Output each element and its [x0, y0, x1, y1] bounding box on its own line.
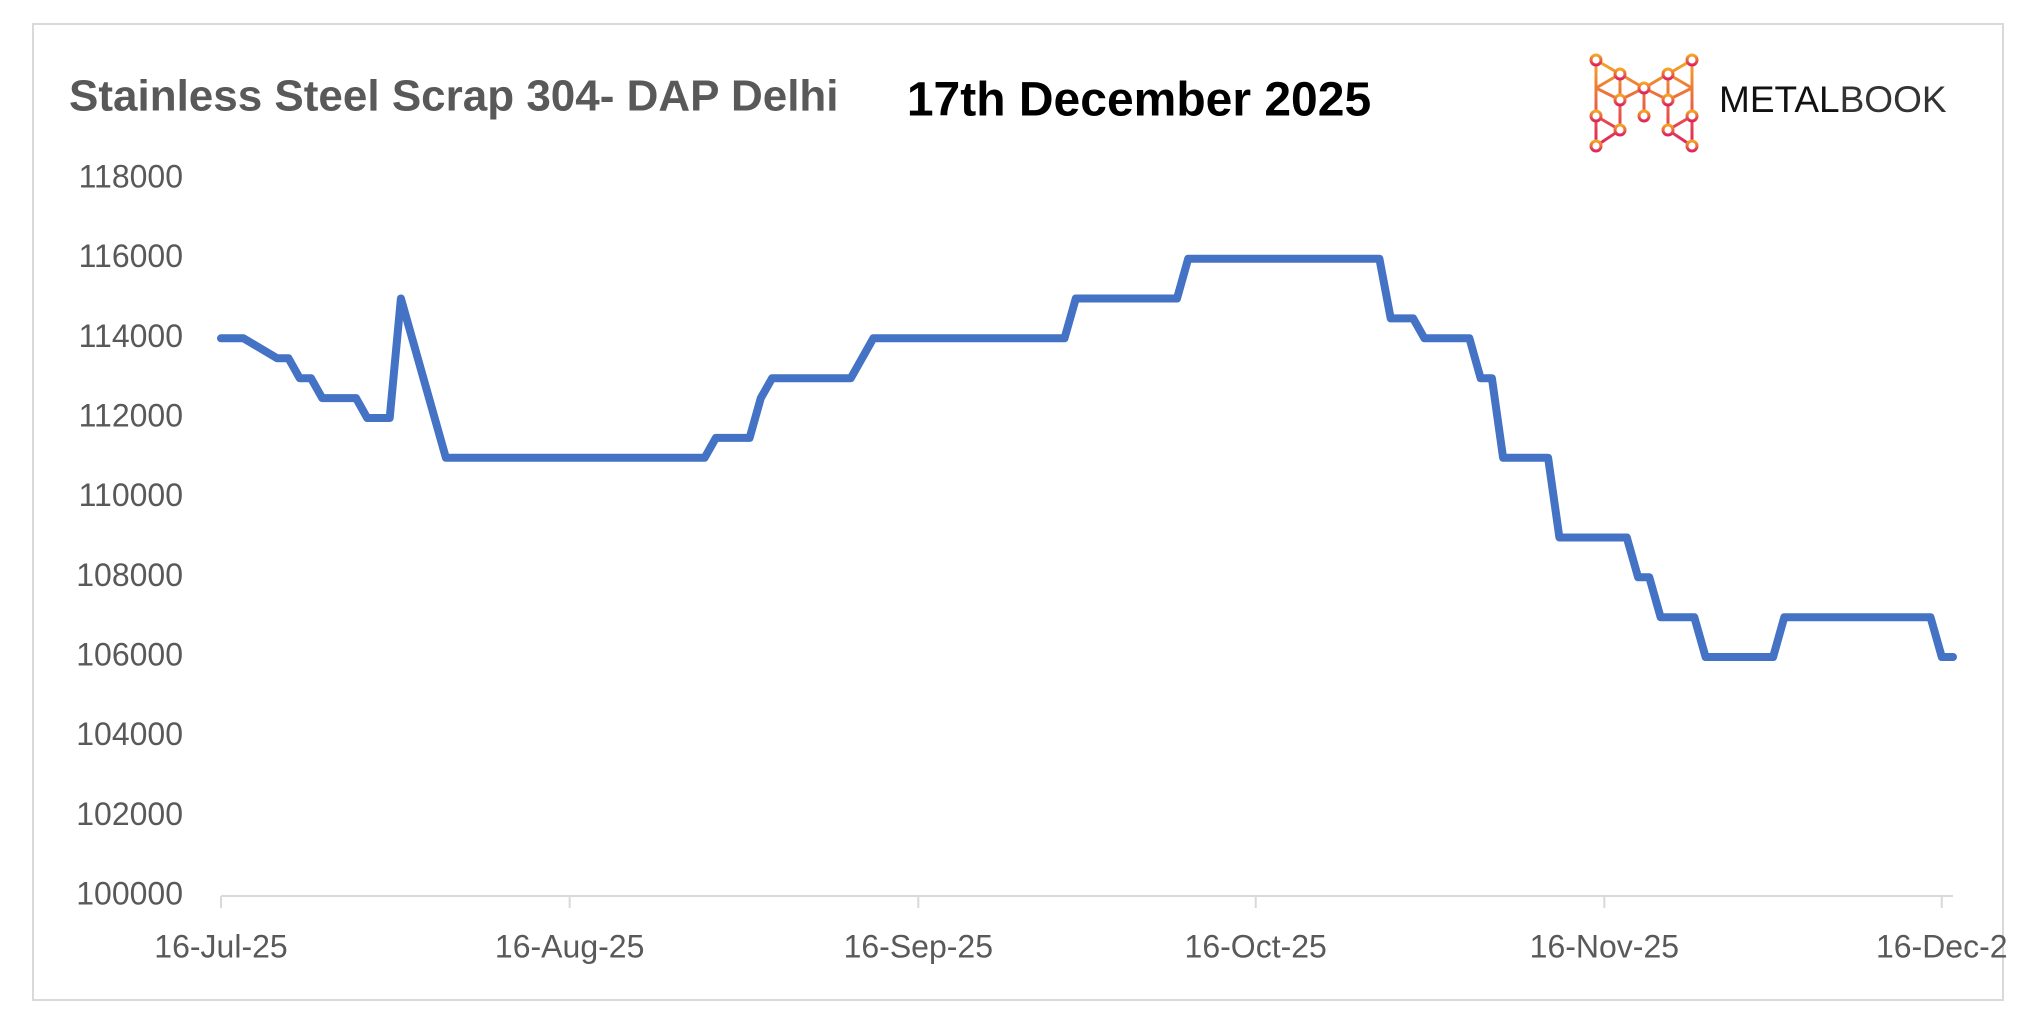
logo-light: BOOK: [1840, 79, 1947, 120]
y-tick-label: 100000: [76, 875, 183, 911]
y-tick-label: 116000: [79, 238, 183, 274]
y-tick-label: 110000: [79, 477, 183, 513]
y-tick-label: 108000: [76, 557, 183, 593]
y-tick-label: 104000: [76, 716, 183, 752]
x-tick-label: 16-Nov-25: [1530, 928, 1679, 964]
y-tick-label: 118000: [79, 158, 183, 194]
y-tick-label: 102000: [76, 796, 183, 832]
logo-bold: METAL: [1719, 79, 1840, 120]
logo-text: METALBOOK: [1719, 79, 1947, 120]
x-tick-label: 16-Sep-25: [844, 928, 993, 964]
logo-icon: [1589, 53, 1699, 153]
chart-frame: [32, 23, 2004, 1001]
x-tick-label: 16-Aug-25: [495, 928, 644, 964]
y-tick-label: 112000: [79, 397, 183, 433]
y-tick-label: 114000: [79, 318, 183, 354]
x-tick-label: 16-Jul-25: [154, 928, 287, 964]
y-tick-label: 106000: [76, 636, 183, 672]
chart-title: Stainless Steel Scrap 304- DAP Delhi: [69, 72, 839, 121]
x-tick-label: 16-Dec-2: [1876, 928, 2008, 964]
data-line: [217, 254, 1957, 661]
x-tick-label: 16-Oct-25: [1185, 928, 1327, 964]
chart-subtitle: 17th December 2025: [907, 74, 1371, 127]
